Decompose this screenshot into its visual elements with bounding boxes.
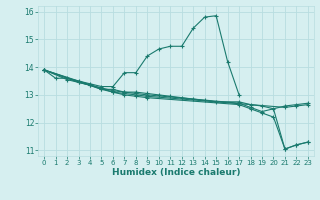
X-axis label: Humidex (Indice chaleur): Humidex (Indice chaleur) — [112, 168, 240, 177]
